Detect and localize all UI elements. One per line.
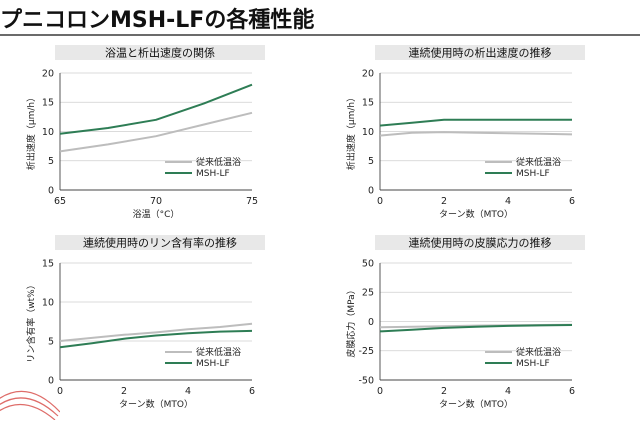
chart2-x-tick-label: 2 bbox=[441, 196, 447, 207]
chart3-y-axis-label: リン含有率（wt%） bbox=[25, 280, 37, 362]
chart3-legend-label: 従来低温浴 bbox=[196, 346, 241, 358]
chart3-y-tick-label: 10 bbox=[42, 297, 54, 308]
chart-panel-bath-temp-vs-rate: 浴温と析出速度の関係 0 5 10 15 20 65 70 75 浴温（°C） 析出速度（µm/h）… bbox=[0, 42, 320, 232]
chart3-y-tick-label: 0 bbox=[48, 375, 54, 386]
chart1-series-line-msh-lf bbox=[59, 83, 253, 135]
chart2-y-tick-label: 15 bbox=[362, 98, 374, 109]
chart2-y-tick-label: 5 bbox=[368, 156, 374, 167]
chart4-title-box bbox=[375, 235, 585, 250]
chart3-y-tick-label: 15 bbox=[42, 258, 54, 269]
chart2-x-tick-label: 6 bbox=[569, 196, 575, 207]
chart2-y-tick-label: 10 bbox=[362, 127, 374, 138]
chart-svg-2: 連続使用時の析出速度の推移 0 5 10 15 20 0 2 4 6 ターン数（MTO） 析出速度（µ… bbox=[345, 45, 585, 220]
chart-panel-stress-over-turns: 連続使用時の皮膜応力の推移 -50 -25 0 25 50 0 2 4 6 ターン数（MTO） 皮膜応… bbox=[320, 232, 640, 422]
chart3-title-box bbox=[55, 235, 265, 250]
chart1-y-tick-label: 20 bbox=[42, 68, 54, 79]
chart3-x-tick-label: 0 bbox=[57, 386, 63, 397]
chart2-y-tick-label: 0 bbox=[368, 185, 374, 196]
chart3-y-tick-label: 5 bbox=[48, 336, 54, 347]
chart-svg-3: 連続使用時のリン含有率の推移 0 5 10 15 0 2 4 6 ターン数（MTO） リン含有率（w… bbox=[25, 235, 265, 410]
page-title: プニコロンMSH-LFの各種性能 bbox=[0, 8, 315, 33]
chart2-legend-label: 従来低温浴 bbox=[516, 156, 561, 168]
chart3-legend-label: MSH-LF bbox=[196, 359, 230, 369]
chart2-series-line-conventional bbox=[379, 131, 573, 137]
chart4-legend-label: MSH-LF bbox=[516, 359, 550, 369]
chart4-x-tick-label: 4 bbox=[505, 386, 511, 397]
title-divider bbox=[0, 34, 640, 36]
chart4-legend-label: 従来低温浴 bbox=[516, 346, 561, 358]
chart-svg-1: 浴温と析出速度の関係 0 5 10 15 20 65 70 75 浴温（°C） 析出速度（µm/h）… bbox=[25, 45, 265, 220]
chart-panel-phosphorus-over-turns: 連続使用時のリン含有率の推移 0 5 10 15 0 2 4 6 ターン数（MTO） リン含有率（w… bbox=[0, 232, 320, 422]
chart3-x-tick-label: 4 bbox=[185, 386, 191, 397]
chart1-y-tick-label: 10 bbox=[42, 127, 54, 138]
chart1-legend-label: 従来低温浴 bbox=[196, 156, 241, 168]
chart2-x-tick-label: 4 bbox=[505, 196, 511, 207]
chart4-y-axis-label: 皮膜応力（MPa） bbox=[345, 285, 357, 357]
chart2-x-tick-label: 0 bbox=[377, 196, 383, 207]
chart1-y-tick-label: 15 bbox=[42, 98, 54, 109]
chart4-y-tick-label: 0 bbox=[368, 317, 374, 328]
chart1-y-axis-label: 析出速度（µm/h） bbox=[25, 93, 37, 170]
chart2-y-tick-label: 20 bbox=[362, 68, 374, 79]
chart4-x-tick-label: 2 bbox=[441, 386, 447, 397]
chart2-legend-label: MSH-LF bbox=[516, 169, 550, 179]
chart1-y-tick-label: 0 bbox=[48, 185, 54, 196]
chart2-title-box bbox=[375, 45, 585, 60]
chart1-title: 浴温と析出速度の関係 bbox=[105, 46, 215, 60]
chart3-series-line-msh-lf bbox=[59, 329, 253, 349]
chart1-x-tick-label: 75 bbox=[246, 196, 258, 207]
chart4-y-tick-label: -50 bbox=[358, 375, 374, 386]
chart1-y-tick-label: 5 bbox=[48, 156, 54, 167]
chart4-series-line-msh-lf bbox=[379, 324, 573, 333]
chart3-x-tick-label: 6 bbox=[249, 386, 255, 397]
chart4-y-tick-label: -25 bbox=[358, 346, 374, 357]
chart-svg-4: 連続使用時の皮膜応力の推移 -50 -25 0 25 50 0 2 4 6 ターン数（MTO） 皮膜応… bbox=[345, 235, 585, 410]
chart4-title: 連続使用時の皮膜応力の推移 bbox=[409, 236, 552, 250]
chart1-series-line-conventional bbox=[59, 111, 253, 153]
chart4-x-tick-label: 6 bbox=[569, 386, 575, 397]
chart1-x-tick-label: 65 bbox=[54, 196, 66, 207]
chart1-title-box bbox=[55, 45, 265, 60]
chart2-title: 連続使用時の析出速度の推移 bbox=[409, 46, 552, 60]
chart3-x-tick-label: 2 bbox=[121, 386, 127, 397]
chart4-x-tick-label: 0 bbox=[377, 386, 383, 397]
chart4-y-tick-label: 25 bbox=[362, 288, 374, 299]
chart-panel-rate-over-turns: 連続使用時の析出速度の推移 0 5 10 15 20 0 2 4 6 ターン数（MTO） 析出速度（µ… bbox=[320, 42, 640, 232]
corner-swirl-decoration bbox=[0, 390, 60, 420]
chart2-x-axis-label: ターン数（MTO） bbox=[439, 208, 513, 220]
chart1-x-tick-label: 70 bbox=[150, 196, 162, 207]
chart3-title: 連続使用時のリン含有率の推移 bbox=[83, 236, 237, 250]
chart2-y-axis-label: 析出速度（µm/h） bbox=[345, 93, 357, 170]
chart4-x-axis-label: ターン数（MTO） bbox=[439, 398, 513, 410]
chart2-series-line-msh-lf bbox=[379, 118, 572, 127]
chart4-y-tick-label: 50 bbox=[362, 258, 374, 269]
chart1-legend-label: MSH-LF bbox=[196, 169, 230, 179]
chart1-x-axis-label: 浴温（°C） bbox=[133, 209, 180, 220]
chart3-series-line-conventional bbox=[59, 322, 253, 342]
chart3-x-axis-label: ターン数（MTO） bbox=[119, 398, 193, 410]
